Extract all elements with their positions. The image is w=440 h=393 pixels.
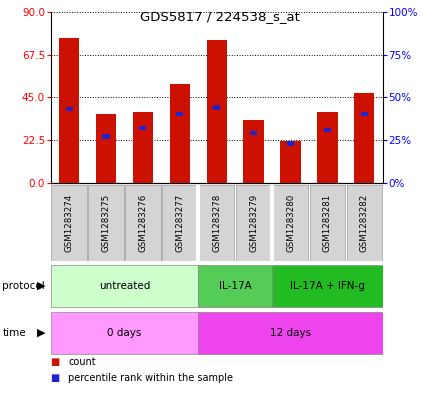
Bar — [317, 112, 337, 183]
Text: GSM1283279: GSM1283279 — [249, 194, 258, 252]
Bar — [213, 105, 220, 110]
Text: 0 days: 0 days — [107, 328, 142, 338]
Text: GSM1283281: GSM1283281 — [323, 194, 332, 252]
FancyBboxPatch shape — [198, 264, 272, 307]
Text: GSM1283275: GSM1283275 — [102, 194, 110, 252]
FancyBboxPatch shape — [51, 264, 198, 307]
Text: untreated: untreated — [99, 281, 150, 291]
Text: GSM1283280: GSM1283280 — [286, 194, 295, 252]
Bar — [287, 141, 294, 145]
Text: protocol: protocol — [2, 281, 45, 291]
Text: ▶: ▶ — [37, 328, 45, 338]
FancyBboxPatch shape — [51, 312, 198, 354]
Bar — [66, 107, 73, 111]
Text: ■: ■ — [51, 373, 60, 383]
Bar — [176, 112, 183, 116]
FancyBboxPatch shape — [162, 185, 198, 261]
FancyBboxPatch shape — [310, 185, 345, 261]
Bar — [133, 112, 153, 183]
Text: GSM1283277: GSM1283277 — [175, 194, 184, 252]
Bar — [103, 134, 110, 139]
Text: ▶: ▶ — [37, 281, 45, 291]
Bar — [59, 39, 79, 183]
Bar — [96, 114, 116, 183]
Bar — [243, 120, 264, 183]
Text: IL-17A + IFN-g: IL-17A + IFN-g — [290, 281, 365, 291]
Bar — [324, 128, 331, 132]
Text: count: count — [68, 357, 96, 367]
Text: ■: ■ — [51, 357, 60, 367]
Text: GSM1283278: GSM1283278 — [212, 194, 221, 252]
FancyBboxPatch shape — [199, 185, 235, 261]
Bar — [170, 84, 190, 183]
FancyBboxPatch shape — [125, 185, 161, 261]
FancyBboxPatch shape — [88, 185, 124, 261]
FancyBboxPatch shape — [272, 264, 383, 307]
FancyBboxPatch shape — [236, 185, 271, 261]
Bar — [139, 126, 147, 130]
Bar — [354, 94, 374, 183]
Bar — [361, 112, 368, 116]
FancyBboxPatch shape — [51, 185, 87, 261]
Bar — [250, 131, 257, 135]
Text: GDS5817 / 224538_s_at: GDS5817 / 224538_s_at — [140, 10, 300, 23]
Bar — [280, 141, 301, 183]
Text: percentile rank within the sample: percentile rank within the sample — [68, 373, 233, 383]
Text: IL-17A: IL-17A — [219, 281, 252, 291]
Bar — [206, 40, 227, 183]
Text: time: time — [2, 328, 26, 338]
FancyBboxPatch shape — [347, 185, 382, 261]
Text: 12 days: 12 days — [270, 328, 311, 338]
Text: GSM1283274: GSM1283274 — [65, 194, 73, 252]
FancyBboxPatch shape — [198, 312, 383, 354]
Text: GSM1283276: GSM1283276 — [138, 194, 147, 252]
Text: GSM1283282: GSM1283282 — [360, 194, 369, 252]
FancyBboxPatch shape — [273, 185, 308, 261]
